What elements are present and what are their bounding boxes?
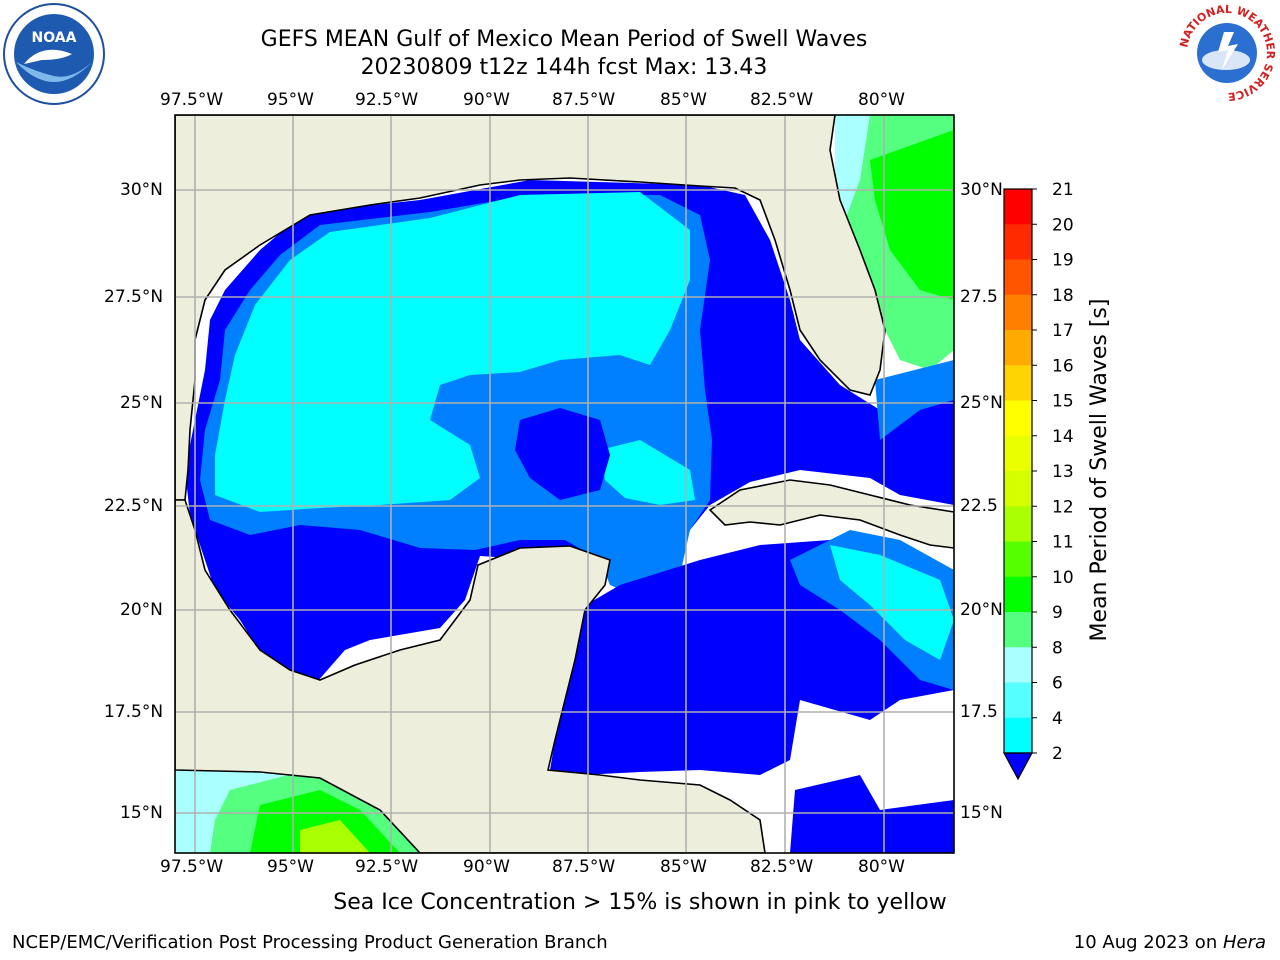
map-subtitle: 20230809 t12z 144h fcst Max: 13.43	[360, 55, 768, 80]
colorbar-tick-label: 19	[1052, 251, 1074, 271]
colorbar-segment	[1004, 576, 1032, 613]
lat-label: 27.5°N	[104, 287, 164, 307]
colorbar-label: Mean Period of Swell Waves [s]	[1087, 299, 1112, 642]
sea-ice-note: Sea Ice Concentration > 15% is shown in …	[333, 890, 947, 915]
swell-10-11s-atlantic	[870, 130, 954, 300]
lat-label: 25°N	[960, 393, 1003, 413]
map-title: GEFS MEAN Gulf of Mexico Mean Period of …	[260, 27, 868, 52]
colorbar-segment	[1004, 612, 1032, 648]
swell-6-8s-caribbean	[830, 545, 954, 660]
swell-6-8s-gulf	[215, 192, 690, 512]
land-mexico	[175, 499, 766, 853]
lon-label: 97.5°W	[160, 90, 224, 110]
colorbar-segment	[1004, 189, 1032, 225]
lat-label: 25°N	[120, 393, 163, 413]
colorbar-tick-label: 12	[1052, 497, 1074, 517]
nws-logo: NATIONAL WEATHER SERVICE	[1177, 3, 1277, 103]
colorbar-segment	[1004, 717, 1032, 754]
graticule	[175, 115, 954, 853]
footer-right: 10 Aug 2023 on Hera	[1074, 932, 1266, 953]
footer-date: 10 Aug 2023 on	[1073, 932, 1223, 953]
lon-label: 97.5°W	[160, 857, 224, 877]
footer-machine: Hera	[1222, 932, 1266, 953]
colorbar-segment	[1004, 682, 1032, 719]
colorbar-tick-label: 16	[1052, 356, 1074, 376]
lon-label: 82.5°W	[750, 90, 814, 110]
lon-label: 90°W	[463, 857, 510, 877]
lon-label: 80°W	[858, 857, 905, 877]
lat-label: 22.5	[960, 496, 998, 516]
colorbar-tick-label: 13	[1052, 462, 1074, 482]
lat-label: 20°N	[960, 600, 1003, 620]
lon-label: 90°W	[463, 90, 510, 110]
colorbar-extension	[1002, 752, 1034, 781]
lat-label: 27.5	[960, 287, 998, 307]
lat-label: 20°N	[120, 600, 163, 620]
colorbar-tick-label: 9	[1052, 603, 1063, 623]
colorbar: 21 20 19 18 17 16 15 14 13 12 11 10 9 8 6 4 2	[1002, 180, 1074, 781]
lon-label: 95°W	[267, 857, 314, 877]
noaa-logo: NOAA	[3, 3, 105, 105]
swell-2-4s-south	[790, 775, 954, 853]
map-area	[175, 115, 954, 853]
colorbar-tick-label: 4	[1052, 709, 1063, 729]
swell-12-13s-pacific	[300, 820, 370, 853]
colorbar-segment	[1004, 400, 1032, 437]
lon-label: 95°W	[267, 90, 314, 110]
colorbar-segment	[1004, 647, 1032, 683]
colorbar-segment	[1004, 435, 1032, 472]
colorbar-segment	[1004, 294, 1032, 331]
lon-label: 92.5°W	[355, 857, 419, 877]
colorbar-tick-label: 15	[1052, 392, 1074, 412]
colorbar-segment	[1004, 365, 1032, 401]
swell-10-11s-pacific	[250, 790, 400, 853]
colorbar-tick-label: 10	[1052, 568, 1074, 588]
colorbar-tick-label: 6	[1052, 674, 1063, 694]
footer-left: NCEP/EMC/Verification Post Processing Pr…	[12, 932, 608, 953]
lon-label: 92.5°W	[355, 90, 419, 110]
swell-8-9s-atlantic	[835, 115, 870, 220]
map-frame	[174, 114, 955, 854]
colorbar-tick-label: 2	[1052, 744, 1063, 764]
colorbar-segment	[1004, 224, 1032, 260]
lon-label: 80°W	[858, 90, 905, 110]
colorbar-tick-label: 11	[1052, 533, 1074, 553]
svg-text:NOAA: NOAA	[32, 30, 77, 46]
lat-label: 30°N	[120, 180, 163, 200]
lat-label: 17.5°N	[104, 702, 164, 722]
lat-label: 15°N	[960, 803, 1003, 823]
colorbar-tick-label: 17	[1052, 321, 1074, 341]
lon-label: 87.5°W	[552, 90, 616, 110]
colorbar-segment	[1004, 541, 1032, 578]
lon-label: 82.5°W	[750, 857, 814, 877]
lat-label: 22.5°N	[104, 496, 164, 516]
swell-2-4s-central	[515, 408, 610, 500]
colorbar-segment	[1004, 471, 1032, 507]
colorbar-segment	[1004, 330, 1032, 366]
lon-label: 85°W	[660, 90, 707, 110]
colorbar-segment	[1004, 506, 1032, 542]
lon-label: 87.5°W	[552, 857, 616, 877]
colorbar-tick-label: 8	[1052, 638, 1063, 658]
colorbar-tick-label: 14	[1052, 427, 1074, 447]
swell-4-6s-bahamas	[875, 360, 954, 440]
lat-label: 15°N	[120, 803, 163, 823]
colorbar-segment	[1004, 259, 1032, 296]
land-cuba	[708, 479, 954, 549]
colorbar-tick-label: 21	[1052, 180, 1074, 200]
colorbar-tick-label: 18	[1052, 286, 1074, 306]
colorbar-tick-label: 20	[1052, 215, 1074, 235]
lat-label: 30°N	[960, 180, 1003, 200]
swell-6-8s-yucatan	[600, 440, 695, 505]
lon-label: 85°W	[660, 857, 707, 877]
lat-label: 17.5	[960, 702, 998, 722]
